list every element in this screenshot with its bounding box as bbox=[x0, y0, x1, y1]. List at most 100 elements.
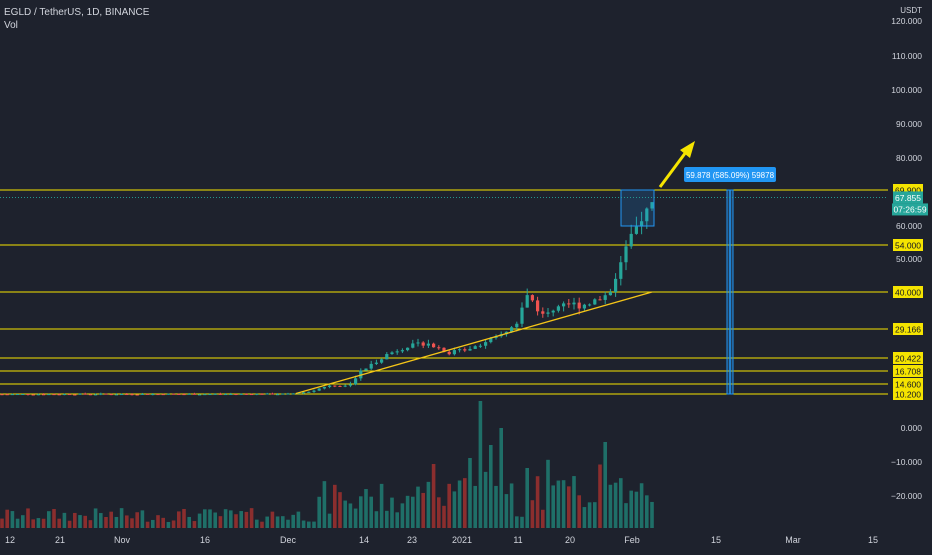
candle-body bbox=[588, 304, 592, 306]
volume-bar bbox=[613, 482, 618, 528]
candle-body bbox=[322, 386, 326, 389]
candle-body bbox=[47, 394, 51, 396]
candle-body bbox=[99, 393, 103, 395]
volume-bar bbox=[73, 512, 77, 528]
volume-axis-tick-label: −10.000 bbox=[891, 457, 922, 467]
level-price-label: 54.000 bbox=[895, 241, 921, 251]
candle-body bbox=[432, 343, 436, 348]
countdown-tag bbox=[892, 203, 928, 216]
volume-bar bbox=[130, 518, 134, 528]
candle-body bbox=[333, 385, 337, 387]
candle-body bbox=[421, 342, 425, 346]
candle-body bbox=[577, 302, 581, 309]
candle-body bbox=[26, 394, 30, 396]
volume-bar bbox=[218, 516, 223, 528]
candle-body bbox=[255, 393, 259, 395]
y-axis-tick-label: 80.000 bbox=[896, 153, 922, 163]
candle-body bbox=[634, 226, 638, 234]
candle-body bbox=[192, 393, 196, 395]
trendline bbox=[295, 291, 653, 395]
volume-bar bbox=[52, 509, 56, 528]
candle-body bbox=[151, 394, 155, 396]
candle-body bbox=[265, 393, 269, 395]
candle-body bbox=[42, 394, 46, 396]
candle-body bbox=[125, 394, 129, 396]
candle-body bbox=[530, 295, 534, 301]
y-axis-tick-label: 50.000 bbox=[896, 254, 922, 264]
candle-body bbox=[156, 394, 160, 396]
candle-body bbox=[478, 345, 482, 347]
candle-body bbox=[395, 351, 399, 353]
volume-bar bbox=[99, 513, 103, 528]
candle-body bbox=[400, 350, 404, 352]
candle-body bbox=[94, 394, 98, 396]
volume-bar bbox=[520, 516, 524, 528]
candle-body bbox=[244, 393, 248, 395]
candle-body bbox=[468, 348, 472, 351]
candle-body bbox=[5, 394, 9, 396]
volume-bar bbox=[582, 507, 587, 528]
candle-body bbox=[510, 327, 514, 332]
candle-body bbox=[650, 202, 654, 209]
candle-body bbox=[515, 323, 519, 328]
candle-body bbox=[286, 393, 290, 395]
x-axis-tick-label: 23 bbox=[407, 535, 417, 545]
candle-body bbox=[36, 394, 40, 396]
candle-body bbox=[187, 393, 191, 395]
volume-bar bbox=[457, 480, 462, 528]
last-price-tag bbox=[893, 191, 923, 204]
level-price-label: 69.900 bbox=[895, 186, 921, 196]
candle-body bbox=[31, 394, 35, 396]
candle-body bbox=[458, 349, 462, 351]
x-axis-tick-label: Feb bbox=[624, 535, 640, 545]
candle-body bbox=[380, 359, 384, 363]
volume-bar bbox=[57, 518, 61, 528]
countdown-label: 07:26:59 bbox=[893, 204, 926, 214]
volume-bar bbox=[67, 520, 72, 528]
annotation-arrow-shaft bbox=[658, 151, 688, 188]
x-axis-tick-label: Mar bbox=[785, 535, 801, 545]
volume-bar bbox=[322, 481, 327, 528]
volume-bar bbox=[47, 511, 51, 528]
candle-body bbox=[21, 394, 25, 396]
volume-bar bbox=[275, 516, 280, 528]
volume-axis-tick-label: 0.000 bbox=[901, 423, 923, 433]
candle-body bbox=[338, 385, 342, 387]
volume-bars-group bbox=[0, 401, 654, 528]
x-axis-tick-label: 15 bbox=[711, 535, 721, 545]
candle-body bbox=[463, 349, 467, 351]
volume-bar bbox=[187, 516, 191, 528]
candle-body bbox=[161, 394, 165, 396]
volume-bar bbox=[270, 511, 275, 528]
volume-bar bbox=[145, 521, 150, 528]
candle-body bbox=[234, 393, 238, 395]
candle-body bbox=[437, 347, 441, 349]
candle-body bbox=[57, 394, 61, 396]
volume-bar bbox=[223, 509, 228, 528]
volume-bar bbox=[437, 497, 441, 528]
volume-bar bbox=[572, 476, 576, 528]
candle-body bbox=[525, 295, 529, 308]
volume-bar bbox=[509, 483, 514, 528]
level-price-tag bbox=[893, 352, 923, 364]
volume-bar bbox=[182, 508, 186, 528]
candles-group bbox=[0, 202, 654, 396]
volume-bar bbox=[265, 516, 269, 528]
volume-bar bbox=[36, 518, 41, 528]
volume-bar bbox=[291, 514, 295, 528]
volume-bar bbox=[197, 513, 202, 528]
volume-bar bbox=[452, 491, 457, 528]
x-axis-tick-label: 14 bbox=[359, 535, 369, 545]
candle-body bbox=[619, 262, 623, 279]
volume-bar bbox=[213, 512, 217, 528]
volume-bar bbox=[301, 520, 306, 528]
candle-body bbox=[291, 393, 295, 395]
level-price-label: 10.200 bbox=[895, 390, 921, 400]
volume-bar bbox=[499, 428, 503, 528]
volume-bar bbox=[109, 511, 113, 528]
volume-bar bbox=[312, 521, 316, 528]
volume-bar bbox=[307, 521, 311, 528]
volume-bar bbox=[416, 486, 420, 528]
